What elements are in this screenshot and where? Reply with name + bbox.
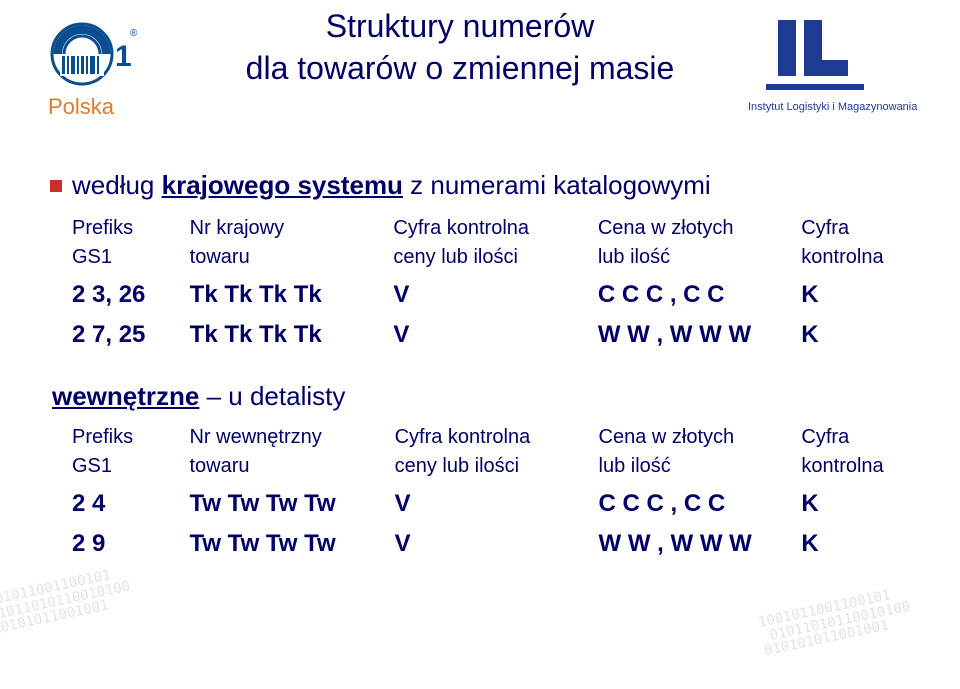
cell: K bbox=[801, 273, 920, 313]
section2-heading: wewnętrzne – u detalisty bbox=[52, 381, 920, 412]
section1-lead: według bbox=[72, 170, 162, 200]
cell: V bbox=[393, 273, 597, 313]
th-sub: lub ilość bbox=[598, 244, 801, 273]
table-row: GS1 towaru ceny lub ilości lub ilość kon… bbox=[72, 244, 920, 273]
th-sub: ceny lub ilości bbox=[393, 244, 597, 273]
cell: 2 7, 25 bbox=[72, 313, 190, 353]
svg-text:Instytut Logistyki i Magazynow: Instytut Logistyki i Magazynowania bbox=[748, 101, 918, 113]
th-ck: Cyfra kontrolna bbox=[393, 215, 597, 244]
decor-bits-bottom-left: 1001011001100101 01011010110010100 01010… bbox=[0, 565, 135, 640]
decor-bits-bottom-right: 1001011001100101 01011010110010100 01010… bbox=[757, 585, 915, 660]
title-line-1: Struktury numerów bbox=[326, 8, 595, 44]
table-row: 2 4 Tw Tw Tw Tw V C C C , C C K bbox=[72, 482, 920, 522]
il-logo: Instytut Logistyki i Magazynowania bbox=[748, 14, 918, 129]
cell: C C C , C C bbox=[599, 482, 802, 522]
th-sub: GS1 bbox=[72, 453, 189, 482]
th-sub: GS1 bbox=[72, 244, 190, 273]
table-row: 2 9 Tw Tw Tw Tw V W W , W W W K bbox=[72, 522, 920, 562]
section1-tail: z numerami katalogowymi bbox=[403, 170, 711, 200]
section2-emph: wewnętrzne bbox=[52, 381, 199, 411]
cell: Tw Tw Tw Tw bbox=[189, 482, 394, 522]
table-wewnetrzne: Prefiks Nr wewnętrzny Cyfra kontrolna Ce… bbox=[72, 424, 920, 562]
header: 1 ® Polska Struktury numerów dla towarów… bbox=[0, 0, 960, 160]
cell: Tk Tk Tk Tk bbox=[190, 313, 394, 353]
gs1-logo: 1 ® Polska bbox=[42, 18, 162, 133]
slide-title: Struktury numerów dla towarów o zmiennej… bbox=[190, 6, 730, 89]
content: według krajowego systemu z numerami kata… bbox=[50, 170, 920, 562]
cell: V bbox=[395, 482, 599, 522]
cell: K bbox=[801, 522, 920, 562]
bullet-icon bbox=[50, 180, 62, 192]
section1-heading: według krajowego systemu z numerami kata… bbox=[50, 170, 920, 201]
th-ck: Cyfra kontrolna bbox=[395, 424, 599, 453]
table-row: 2 7, 25 Tk Tk Tk Tk V W W , W W W K bbox=[72, 313, 920, 353]
section2-tail: – u detalisty bbox=[199, 381, 345, 411]
cell: Tw Tw Tw Tw bbox=[189, 522, 394, 562]
th-cena: Cena w złotych bbox=[599, 424, 802, 453]
cell: 2 9 bbox=[72, 522, 189, 562]
section1-emph: krajowego systemu bbox=[162, 170, 403, 200]
th-sub: towaru bbox=[190, 244, 394, 273]
table-row: GS1 towaru ceny lub ilości lub ilość kon… bbox=[72, 453, 920, 482]
th-sub: ceny lub ilości bbox=[395, 453, 599, 482]
th-prefix: Prefiks bbox=[72, 424, 189, 453]
th-sub: kontrolna bbox=[801, 244, 920, 273]
cell: Tk Tk Tk Tk bbox=[190, 273, 394, 313]
th-sub: towaru bbox=[189, 453, 394, 482]
table-row: Prefiks Nr wewnętrzny Cyfra kontrolna Ce… bbox=[72, 424, 920, 453]
cell: 2 4 bbox=[72, 482, 189, 522]
svg-text:1: 1 bbox=[115, 40, 132, 73]
cell: W W , W W W bbox=[599, 522, 802, 562]
th-sub: kontrolna bbox=[801, 453, 920, 482]
th-ck2: Cyfra bbox=[801, 215, 920, 244]
th-nr: Nr wewnętrzny bbox=[189, 424, 394, 453]
gs1-country-label: Polska bbox=[48, 94, 115, 119]
svg-text:®: ® bbox=[130, 28, 138, 39]
table-row: Prefiks Nr krajowy Cyfra kontrolna Cena … bbox=[72, 215, 920, 244]
cell: K bbox=[801, 313, 920, 353]
cell: W W , W W W bbox=[598, 313, 801, 353]
th-ck2: Cyfra bbox=[801, 424, 920, 453]
cell: K bbox=[801, 482, 920, 522]
cell: V bbox=[395, 522, 599, 562]
cell: V bbox=[393, 313, 597, 353]
table-krajowy: Prefiks Nr krajowy Cyfra kontrolna Cena … bbox=[72, 215, 920, 353]
th-cena: Cena w złotych bbox=[598, 215, 801, 244]
th-sub: lub ilość bbox=[599, 453, 802, 482]
th-nr: Nr krajowy bbox=[190, 215, 394, 244]
th-prefix: Prefiks bbox=[72, 215, 190, 244]
table-row: 2 3, 26 Tk Tk Tk Tk V C C C , C C K bbox=[72, 273, 920, 313]
title-line-2: dla towarów o zmiennej masie bbox=[246, 50, 675, 86]
cell: C C C , C C bbox=[598, 273, 801, 313]
cell: 2 3, 26 bbox=[72, 273, 190, 313]
